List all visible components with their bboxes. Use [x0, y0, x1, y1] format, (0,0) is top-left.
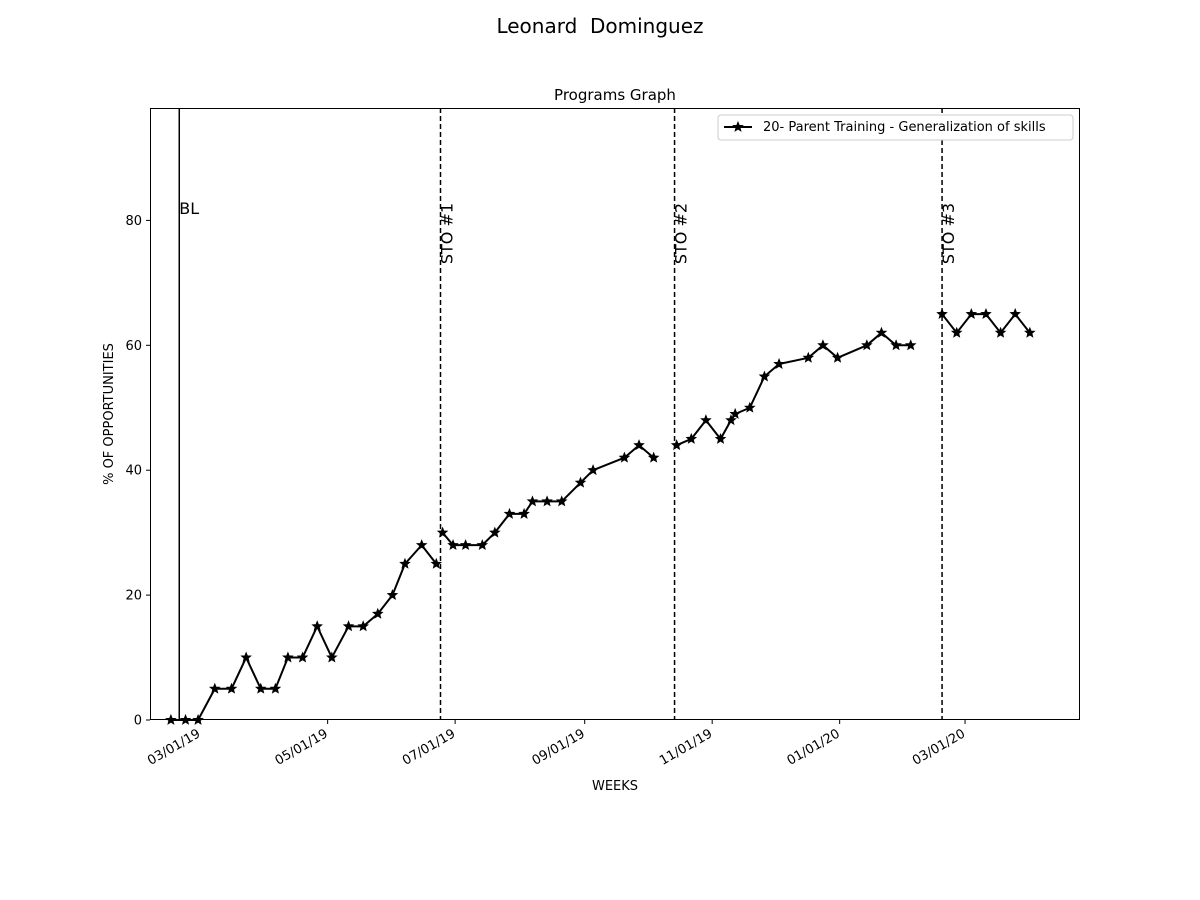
data-point-marker: [725, 414, 737, 426]
data-point-marker: [430, 557, 443, 569]
phase-label: BL: [179, 199, 199, 218]
data-point-marker: [447, 539, 459, 551]
data-point-marker: [817, 339, 829, 351]
x-tick-label: 01/01/20: [785, 726, 843, 768]
data-point-marker: [670, 439, 683, 451]
data-point-marker: [758, 370, 771, 382]
x-tick-label: 09/01/19: [530, 726, 588, 768]
data-point-marker: [311, 620, 323, 632]
data-point-marker: [269, 682, 282, 694]
data-point-marker: [773, 357, 785, 369]
chart-title: Programs Graph: [554, 86, 676, 104]
x-tick-label: 11/01/19: [657, 726, 715, 768]
plot-area-frame: [150, 108, 1080, 720]
data-point-marker: [326, 651, 338, 663]
data-point-marker: [357, 620, 369, 632]
data-point-marker: [342, 620, 355, 632]
x-tick-label: 05/01/19: [273, 726, 331, 768]
data-point-marker: [714, 432, 727, 444]
x-tick-label: 07/01/19: [400, 726, 458, 768]
series-line-segment: [170, 544, 438, 721]
series-line-segment: [676, 331, 911, 447]
data-point-marker: [415, 539, 428, 551]
data-point-marker: [541, 495, 553, 507]
phase-label: STO #2: [672, 203, 691, 264]
data-point-marker: [386, 589, 399, 601]
data-point-marker: [282, 651, 294, 663]
data-point-marker: [587, 464, 599, 476]
data-point-marker: [1024, 326, 1036, 338]
data-point-marker: [950, 326, 963, 338]
data-point-marker: [225, 682, 238, 694]
phase-label: STO #1: [437, 203, 456, 264]
data-point-marker: [700, 414, 712, 426]
data-point-marker: [459, 539, 472, 551]
x-tick-label: 03/01/19: [145, 726, 203, 768]
data-point-marker: [729, 407, 741, 419]
y-tick-label: 40: [125, 464, 142, 479]
data-point-marker: [994, 326, 1007, 338]
data-point-marker: [861, 339, 873, 351]
data-point-marker: [296, 651, 309, 663]
data-point-marker: [503, 507, 516, 519]
data-point-marker: [618, 451, 631, 463]
legend-star-marker: [732, 120, 744, 132]
data-point-marker: [647, 451, 660, 463]
phase-label: STO #3: [939, 203, 958, 264]
data-point-marker: [802, 351, 815, 363]
legend-entry-label: 20- Parent Training - Generalization of …: [763, 120, 1046, 135]
data-point-marker: [875, 326, 888, 338]
data-point-marker: [526, 495, 539, 507]
data-point-marker: [372, 607, 384, 619]
data-point-marker: [476, 539, 489, 551]
y-tick-label: 20: [125, 589, 142, 604]
y-tick-label: 60: [125, 339, 142, 354]
x-tick-label: 03/01/20: [910, 726, 968, 768]
data-point-marker: [209, 682, 221, 694]
data-point-marker: [980, 308, 992, 320]
data-point-marker: [936, 308, 948, 320]
y-tick-label: 0: [134, 714, 142, 729]
data-point-marker: [574, 476, 587, 488]
data-point-marker: [555, 495, 568, 507]
x-axis-label: WEEKS: [592, 779, 638, 794]
data-point-marker: [890, 339, 902, 351]
data-point-marker: [904, 339, 917, 351]
data-point-marker: [1009, 308, 1021, 320]
data-point-marker: [254, 682, 267, 694]
y-axis-label: % OF OPPORTUNITIES: [102, 343, 117, 485]
legend-box: [717, 114, 1074, 141]
legend: 20- Parent Training - Generalization of …: [717, 114, 1074, 141]
figure-title: Leonard Dominguez: [496, 14, 704, 38]
data-point-marker: [240, 651, 252, 663]
data-point-marker: [436, 526, 449, 538]
data-point-marker: [685, 432, 698, 444]
data-point-marker: [831, 351, 844, 363]
data-point-marker: [744, 401, 756, 413]
data-point-marker: [518, 507, 530, 519]
data-point-marker: [965, 308, 978, 320]
y-tick-label: 80: [125, 214, 142, 229]
data-point-marker: [489, 526, 501, 538]
data-point-marker: [399, 557, 411, 569]
data-point-marker: [633, 439, 645, 451]
